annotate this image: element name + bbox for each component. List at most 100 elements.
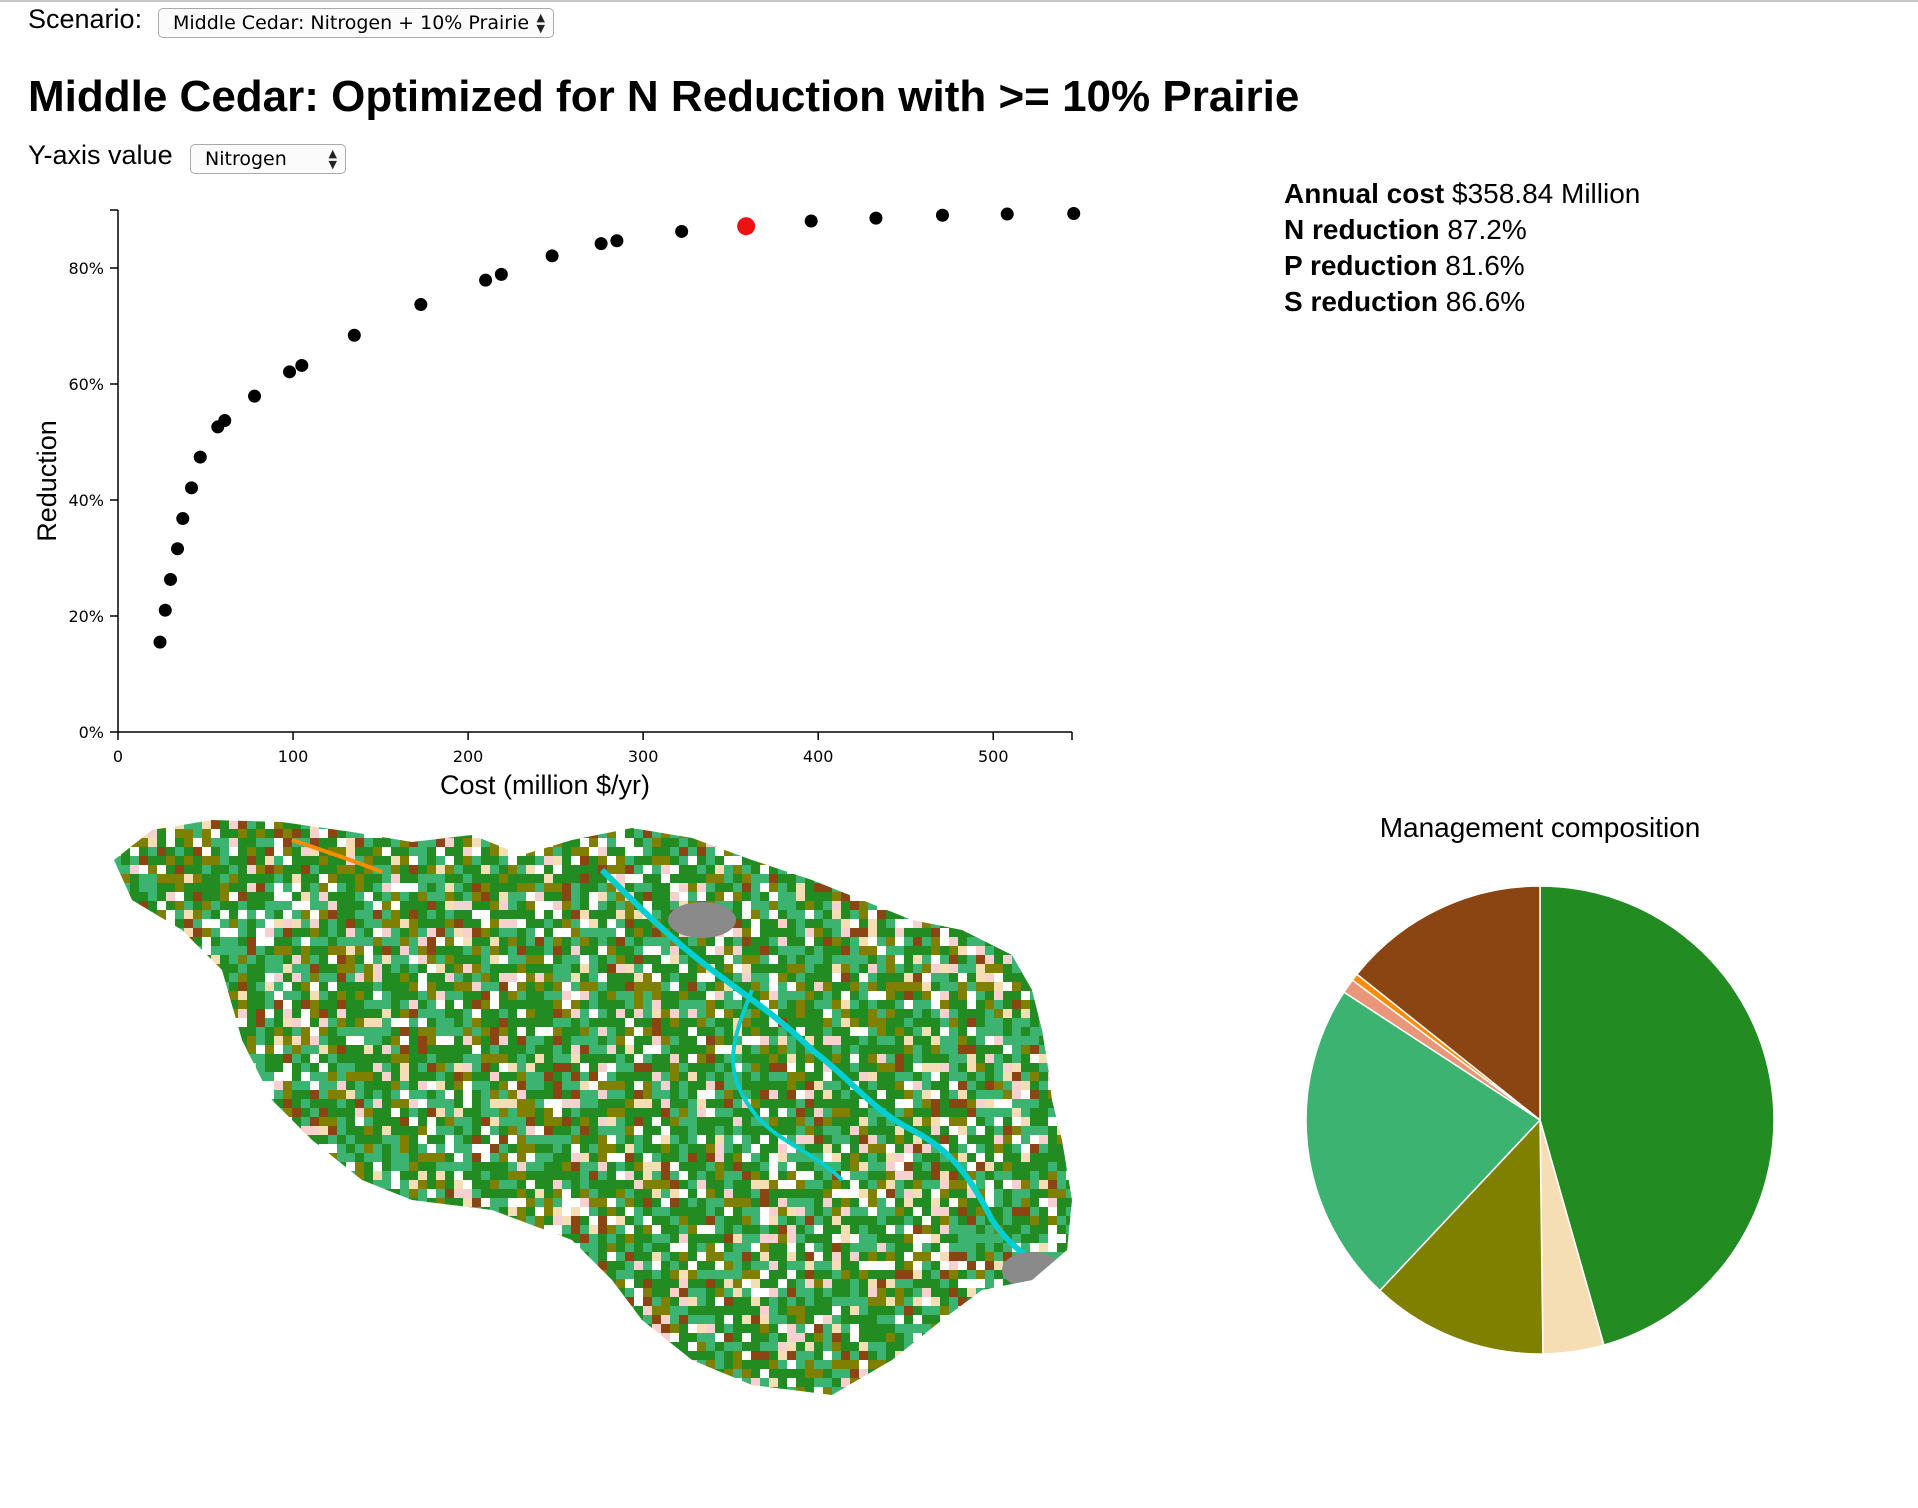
land-cell xyxy=(598,1108,607,1117)
data-point[interactable] xyxy=(804,214,818,228)
watershed-land-use-map[interactable] xyxy=(112,820,1192,1400)
land-cell xyxy=(976,1162,985,1171)
land-cell xyxy=(1012,1153,1021,1162)
data-point[interactable] xyxy=(494,267,508,281)
land-cell xyxy=(238,1081,247,1090)
land-cell xyxy=(958,991,967,1000)
land-cell xyxy=(787,1207,796,1216)
scenario-select[interactable]: Middle Cedar: Nitrogen + 10% Prairie ▲ ▼ xyxy=(158,8,554,38)
land-cell xyxy=(436,1153,449,1162)
data-point[interactable] xyxy=(594,237,608,251)
land-cell xyxy=(319,1216,328,1225)
data-point[interactable] xyxy=(295,358,309,372)
land-cell xyxy=(670,982,679,991)
land-cell xyxy=(355,928,364,937)
land-cell xyxy=(391,1117,400,1126)
land-cell xyxy=(724,1189,733,1198)
land-cell xyxy=(859,1171,872,1180)
land-cell xyxy=(355,964,368,973)
land-cell xyxy=(553,1117,562,1126)
data-point[interactable] xyxy=(153,635,167,649)
land-cell xyxy=(544,1063,557,1072)
land-cell xyxy=(427,1099,440,1108)
data-point[interactable] xyxy=(1067,206,1081,220)
land-cell xyxy=(319,1207,328,1216)
land-cell xyxy=(490,928,499,937)
land-cell xyxy=(679,1000,688,1009)
data-point[interactable] xyxy=(479,273,493,287)
selected-data-point[interactable] xyxy=(737,217,756,236)
land-cell xyxy=(796,829,809,838)
land-cell xyxy=(463,1036,472,1045)
land-cell xyxy=(985,1126,998,1135)
land-cell xyxy=(1066,829,1072,838)
land-cell xyxy=(841,919,850,928)
land-cell xyxy=(391,829,400,838)
data-point[interactable] xyxy=(935,208,949,222)
land-cell xyxy=(445,928,454,937)
land-cell xyxy=(1021,919,1034,928)
land-cell xyxy=(1048,865,1057,874)
land-cell xyxy=(166,1009,175,1018)
land-cell xyxy=(301,1099,310,1108)
land-cell xyxy=(832,1162,841,1171)
land-cell xyxy=(787,946,796,955)
data-point[interactable] xyxy=(545,249,559,263)
land-cell xyxy=(1048,928,1061,937)
data-point[interactable] xyxy=(414,298,428,312)
s-reduction-value: 86.6% xyxy=(1445,286,1526,317)
data-point[interactable] xyxy=(610,234,624,248)
data-point[interactable] xyxy=(1000,207,1014,221)
data-point[interactable] xyxy=(347,328,361,342)
land-cell xyxy=(211,1036,220,1045)
land-cell xyxy=(373,937,386,946)
land-cell xyxy=(418,982,427,991)
land-cell xyxy=(589,1072,602,1081)
land-cell xyxy=(346,1189,355,1198)
land-cell xyxy=(634,1072,643,1081)
land-cell xyxy=(922,1072,935,1081)
land-cell xyxy=(553,1153,562,1162)
yaxis-select[interactable]: Nitrogen ▲ ▼ xyxy=(190,144,346,174)
land-cell xyxy=(114,910,121,919)
land-cell xyxy=(913,874,926,883)
data-point[interactable] xyxy=(869,211,883,225)
land-cell xyxy=(130,883,143,892)
land-cell xyxy=(814,856,823,865)
data-point[interactable] xyxy=(675,224,689,238)
land-cell xyxy=(130,1072,143,1081)
land-cell xyxy=(373,1045,382,1054)
land-cell xyxy=(373,1018,382,1027)
land-cell xyxy=(436,1198,449,1207)
land-cell xyxy=(337,1216,350,1225)
land-cell xyxy=(454,1018,463,1027)
land-cell xyxy=(337,892,346,901)
data-point[interactable] xyxy=(158,603,172,617)
data-point[interactable] xyxy=(171,542,185,556)
data-point[interactable] xyxy=(218,414,232,428)
land-cell xyxy=(877,1072,890,1081)
land-cell xyxy=(175,1216,184,1225)
land-cell xyxy=(580,1171,589,1180)
data-point[interactable] xyxy=(283,365,297,379)
data-point[interactable] xyxy=(176,512,190,526)
land-cell xyxy=(130,1108,139,1117)
land-cell xyxy=(283,874,292,883)
land-cell xyxy=(175,883,188,892)
land-cell xyxy=(1030,1000,1039,1009)
land-cell xyxy=(166,892,175,901)
land-cell xyxy=(679,1018,688,1027)
land-cell xyxy=(688,1018,697,1027)
land-cell xyxy=(823,1036,832,1045)
land-cell xyxy=(724,1090,733,1099)
land-cell xyxy=(454,1126,463,1135)
data-point[interactable] xyxy=(185,481,199,495)
data-point[interactable] xyxy=(164,572,178,586)
land-cell xyxy=(256,1135,269,1144)
land-cell xyxy=(886,1153,895,1162)
land-cell xyxy=(562,838,571,847)
data-point[interactable] xyxy=(248,389,262,403)
data-point[interactable] xyxy=(193,450,207,464)
land-cell xyxy=(373,1126,382,1135)
land-cell xyxy=(697,892,706,901)
